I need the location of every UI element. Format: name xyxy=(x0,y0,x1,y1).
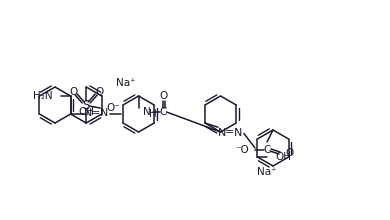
Text: OH: OH xyxy=(275,152,291,162)
Text: Na⁺: Na⁺ xyxy=(257,167,277,177)
Text: =: = xyxy=(225,128,235,138)
Text: N: N xyxy=(218,128,226,138)
Text: H₂N: H₂N xyxy=(33,91,53,101)
Text: O: O xyxy=(95,87,103,97)
Text: O: O xyxy=(285,148,293,158)
Text: N: N xyxy=(99,108,108,118)
Text: OH: OH xyxy=(78,107,94,117)
Text: H: H xyxy=(149,109,156,119)
Text: S: S xyxy=(83,99,90,112)
Text: ⁻O: ⁻O xyxy=(235,145,249,155)
Text: N: N xyxy=(83,108,92,118)
Text: =: = xyxy=(91,108,100,118)
Text: C: C xyxy=(263,145,271,155)
Text: O: O xyxy=(160,91,168,101)
Text: O: O xyxy=(69,87,77,97)
Text: C: C xyxy=(159,107,166,117)
Text: N: N xyxy=(143,107,150,117)
Text: N: N xyxy=(234,128,242,138)
Text: Na⁺: Na⁺ xyxy=(116,78,136,88)
Text: O⁻: O⁻ xyxy=(106,103,120,113)
